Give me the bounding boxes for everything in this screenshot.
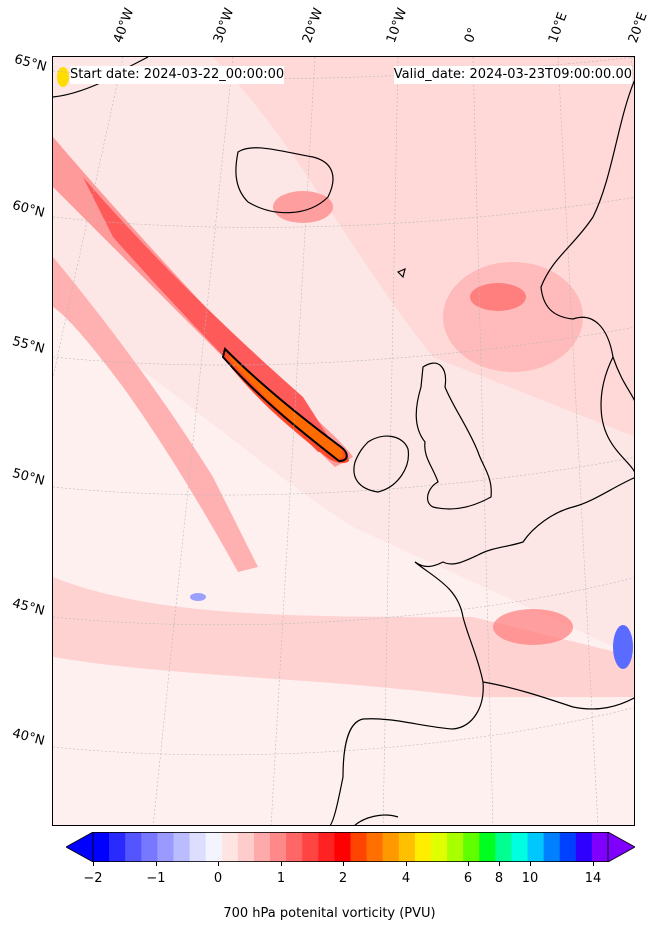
colorbar-tick-label: 10 bbox=[521, 871, 539, 886]
colorbar-segment bbox=[382, 832, 400, 862]
colorbar-tick-label: 6 bbox=[463, 871, 473, 886]
lat-label-45n: 45°N bbox=[10, 596, 47, 619]
pv-iceland-patch bbox=[273, 191, 333, 223]
colorbar-tick-mark bbox=[593, 862, 594, 866]
pv-negative-patch bbox=[613, 625, 633, 669]
colorbar-tick-mark bbox=[406, 862, 407, 866]
colorbar-segment bbox=[334, 832, 351, 862]
colorbar-segment bbox=[511, 832, 529, 862]
pv-filament-core bbox=[229, 353, 344, 459]
map-panel[interactable] bbox=[52, 56, 635, 826]
colorbar-tick-mark bbox=[499, 862, 500, 866]
colorbar-tick-mark bbox=[218, 862, 219, 866]
pv-jet-band-inner bbox=[83, 177, 338, 452]
colorbar-segment bbox=[350, 832, 368, 862]
pv-negative-patch bbox=[57, 67, 69, 87]
colorbar-segment bbox=[527, 832, 545, 862]
colorbar-segment bbox=[125, 832, 142, 862]
lon-label-10w: 10°W bbox=[383, 6, 411, 45]
colorbar-extend-high bbox=[607, 832, 635, 862]
lon-label-40w: 40°W bbox=[110, 6, 138, 45]
colorbar-segment bbox=[495, 832, 512, 862]
colorbar-tick-label: 4 bbox=[401, 871, 411, 886]
coastlines bbox=[53, 57, 634, 825]
lat-label-60n: 60°N bbox=[10, 198, 47, 221]
colorbar-segment bbox=[205, 832, 223, 862]
colorbar-tick-label: 0 bbox=[213, 871, 223, 886]
lat-label-65n: 65°N bbox=[12, 52, 49, 75]
lon-label-20e: 20°E bbox=[625, 10, 651, 46]
colorbar-tick-mark bbox=[93, 862, 94, 866]
colorbar-segment bbox=[93, 832, 110, 862]
colorbar-segment bbox=[237, 832, 255, 862]
colorbar-segment bbox=[286, 832, 303, 862]
lon-label-30w: 30°W bbox=[210, 6, 238, 45]
lat-label-55n: 55°N bbox=[10, 334, 47, 357]
lon-label-0: 0° bbox=[461, 25, 482, 45]
valid-date-label: Valid_date: 2024-03-23T09:00:00.00 bbox=[393, 66, 632, 84]
lat-label-40n: 40°N bbox=[10, 726, 47, 749]
graticule bbox=[53, 57, 634, 825]
colorbar-segment bbox=[366, 832, 384, 862]
colorbar-tick-mark bbox=[468, 862, 469, 866]
start-date-label: Start date: 2024-03-22_00:00:00 bbox=[70, 66, 285, 84]
colorbar-segment bbox=[270, 832, 287, 862]
colorbar-tick-mark bbox=[530, 862, 531, 866]
pv-map bbox=[53, 57, 634, 825]
colorbar-extend-low bbox=[66, 832, 94, 862]
colorbar-segment bbox=[398, 832, 416, 862]
colorbar-segment bbox=[575, 832, 593, 862]
colorbar-segment bbox=[141, 832, 158, 862]
colorbar-tick-label: 2 bbox=[338, 871, 348, 886]
colorbar-segment bbox=[591, 832, 609, 862]
lon-label-10e: 10°E bbox=[545, 10, 571, 46]
colorbar-segment bbox=[463, 832, 480, 862]
colorbar-segment bbox=[559, 832, 577, 862]
colorbar-tick-mark bbox=[281, 862, 282, 866]
colorbar bbox=[66, 832, 635, 862]
lon-label-20w: 20°W bbox=[299, 6, 327, 45]
colorbar-label: 700 hPa potenital vorticity (PVU) bbox=[223, 906, 436, 921]
colorbar-tick-label: 1 bbox=[276, 871, 286, 886]
colorbar-segment bbox=[414, 832, 432, 862]
colorbar-segment bbox=[318, 832, 335, 862]
colorbar-segment bbox=[157, 832, 174, 862]
colorbar-tick-label: −2 bbox=[83, 871, 103, 886]
pv-gyre-norway-core bbox=[470, 283, 526, 311]
colorbar-tick-label: 8 bbox=[494, 871, 504, 886]
pv-bay-patch bbox=[493, 609, 573, 645]
colorbar-tick-mark bbox=[156, 862, 157, 866]
colorbar-segment bbox=[543, 832, 561, 862]
colorbar-tick-label: 14 bbox=[584, 871, 602, 886]
colorbar-tick-mark bbox=[343, 862, 344, 866]
pv-filament-contour bbox=[221, 347, 348, 463]
colorbar-segment bbox=[302, 832, 319, 862]
colorbar-segment bbox=[173, 832, 191, 862]
colorbar-segment bbox=[253, 832, 271, 862]
lat-label-50n: 50°N bbox=[10, 466, 47, 489]
colorbar-tick-label: −1 bbox=[146, 871, 166, 886]
pv-west-band bbox=[53, 257, 258, 572]
colorbar-segment bbox=[430, 832, 448, 862]
colorbar-segment bbox=[221, 832, 239, 862]
colorbar-segment bbox=[479, 832, 496, 862]
colorbar-segment bbox=[189, 832, 207, 862]
pv-negative-patch bbox=[190, 593, 206, 601]
pv-field-band bbox=[53, 577, 634, 697]
colorbar-border bbox=[92, 832, 609, 862]
colorbar-segment bbox=[447, 832, 464, 862]
colorbar-segment bbox=[109, 832, 126, 862]
